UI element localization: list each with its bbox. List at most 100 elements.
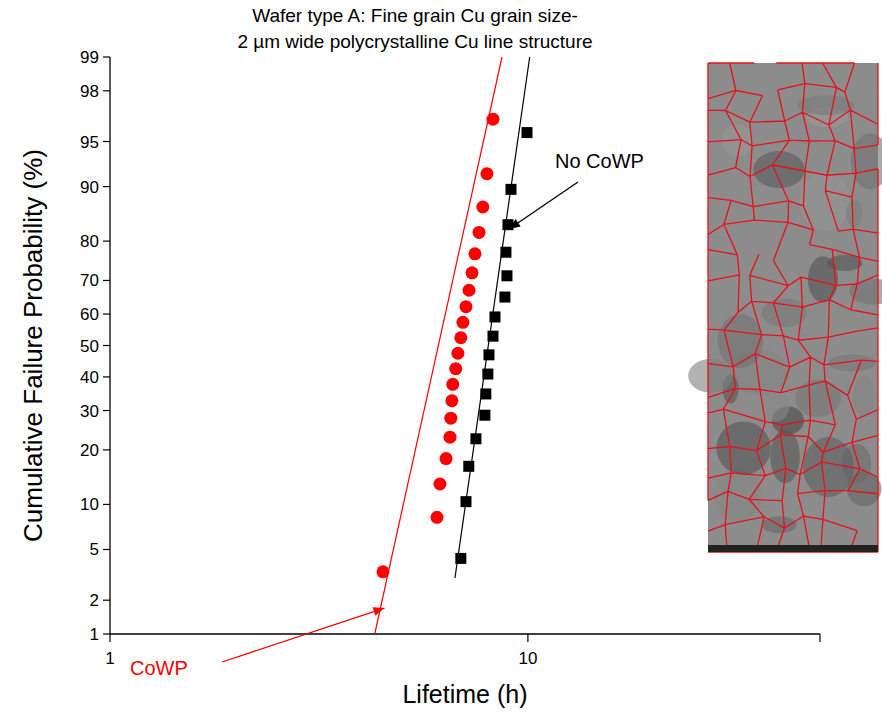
y-tick xyxy=(103,633,110,634)
data-point xyxy=(460,496,471,507)
data-point xyxy=(489,311,500,322)
x-axis-title: Lifetime (h) xyxy=(402,680,527,708)
data-point xyxy=(483,349,494,360)
x-tick-label: 1 xyxy=(105,649,114,668)
y-axis-title: Cumulative Failure Probability (%) xyxy=(18,149,48,542)
y-tick-label: 99 xyxy=(80,48,99,67)
y-tick-label: 90 xyxy=(80,178,99,197)
micrograph-edge xyxy=(708,545,878,552)
axes: 1 2 5 10 20 30 40 50 60 70 80 90 95 98 99 1 10 xyxy=(80,48,820,668)
title-line: Wafer type A: Fine grain Cu grain size- xyxy=(252,5,578,26)
data-point xyxy=(444,412,457,425)
data-point xyxy=(500,247,511,258)
data-point xyxy=(440,452,453,465)
data-point xyxy=(499,292,510,303)
data-point xyxy=(454,331,467,344)
data-point xyxy=(501,270,512,281)
data-point xyxy=(521,127,532,138)
y-tick-label: 50 xyxy=(80,337,99,356)
data-point xyxy=(449,362,462,375)
series-annotation: No CoWP xyxy=(555,150,644,172)
data-point xyxy=(502,219,513,230)
x-axis-line xyxy=(110,633,820,634)
data-point xyxy=(443,431,456,444)
grain-shade xyxy=(762,389,789,422)
y-tick xyxy=(103,241,110,242)
arrow-head xyxy=(373,607,385,616)
data-point xyxy=(430,511,443,524)
data-point xyxy=(468,247,481,260)
data-point xyxy=(479,410,490,421)
y-tick xyxy=(103,600,110,601)
data-point xyxy=(476,200,489,213)
y-tick-label: 95 xyxy=(80,133,99,152)
title: Wafer type A: Fine grain Cu grain size- 2… xyxy=(237,5,592,52)
data-point xyxy=(445,394,458,407)
data-point xyxy=(451,347,464,360)
series xyxy=(375,57,502,634)
grain-shade xyxy=(797,95,854,115)
data-point xyxy=(455,553,466,564)
page: {"chart_data": { "type": "scatter", "tit… xyxy=(0,0,882,726)
y-tick xyxy=(103,90,110,91)
data-point xyxy=(433,478,446,491)
x-tick-label: 10 xyxy=(518,649,537,668)
x-tick xyxy=(527,634,528,642)
y-tick-label: 98 xyxy=(80,82,99,101)
y-tick-label: 30 xyxy=(80,402,99,421)
title-line: 2 µm wide polycrystalline Cu line struct… xyxy=(237,31,592,52)
grain-shade xyxy=(799,171,850,231)
fit-line xyxy=(375,57,502,634)
data-point xyxy=(480,167,493,180)
series-annotation: CoWP xyxy=(130,657,188,679)
grain-shade xyxy=(853,376,875,417)
arrow-shaft xyxy=(222,608,384,662)
data-point xyxy=(463,284,476,297)
arrow-shaft xyxy=(509,182,578,229)
y-tick xyxy=(103,549,110,550)
data-point xyxy=(470,433,481,444)
arrow-head xyxy=(509,219,521,229)
y-tick xyxy=(103,449,110,450)
y-tick-label: 2 xyxy=(90,591,99,610)
data-point xyxy=(487,331,498,342)
data-point xyxy=(463,461,474,472)
series xyxy=(455,57,533,578)
data-point xyxy=(376,565,389,578)
chart: Wafer type A: Fine grain Cu grain size- 2… xyxy=(0,0,882,726)
y-tick xyxy=(103,313,110,314)
annotations: CoWP No CoWP xyxy=(130,150,644,679)
data-point xyxy=(456,316,469,329)
grain-boundaries xyxy=(708,63,878,552)
y-tick xyxy=(103,504,110,505)
plot-area xyxy=(375,57,533,634)
y-tick xyxy=(103,280,110,281)
y-tick-label: 1 xyxy=(90,625,99,644)
y-tick-label: 80 xyxy=(80,232,99,251)
y-tick-label: 5 xyxy=(90,540,99,559)
grain-shade xyxy=(849,279,882,305)
y-tick xyxy=(103,410,110,411)
data-point xyxy=(505,184,516,195)
fit-line xyxy=(455,57,530,578)
data-point xyxy=(486,113,499,126)
y-tick xyxy=(103,141,110,142)
data-point xyxy=(459,300,472,313)
y-tick-label: 40 xyxy=(80,368,99,387)
y-tick-label: 20 xyxy=(80,441,99,460)
data-point xyxy=(480,388,491,399)
y-tick xyxy=(103,376,110,377)
data-point xyxy=(446,378,459,391)
y-tick-label: 70 xyxy=(80,271,99,290)
micrograph-bg xyxy=(708,63,878,552)
micrograph xyxy=(688,63,882,552)
y-tick xyxy=(103,56,110,57)
y-tick xyxy=(103,345,110,346)
y-tick-label: 10 xyxy=(80,495,99,514)
data-point xyxy=(473,226,486,239)
grain-shade xyxy=(795,380,841,417)
y-tick-label: 60 xyxy=(80,305,99,324)
data-point xyxy=(466,266,479,279)
grain-shade xyxy=(846,200,862,227)
data-point xyxy=(482,369,493,380)
